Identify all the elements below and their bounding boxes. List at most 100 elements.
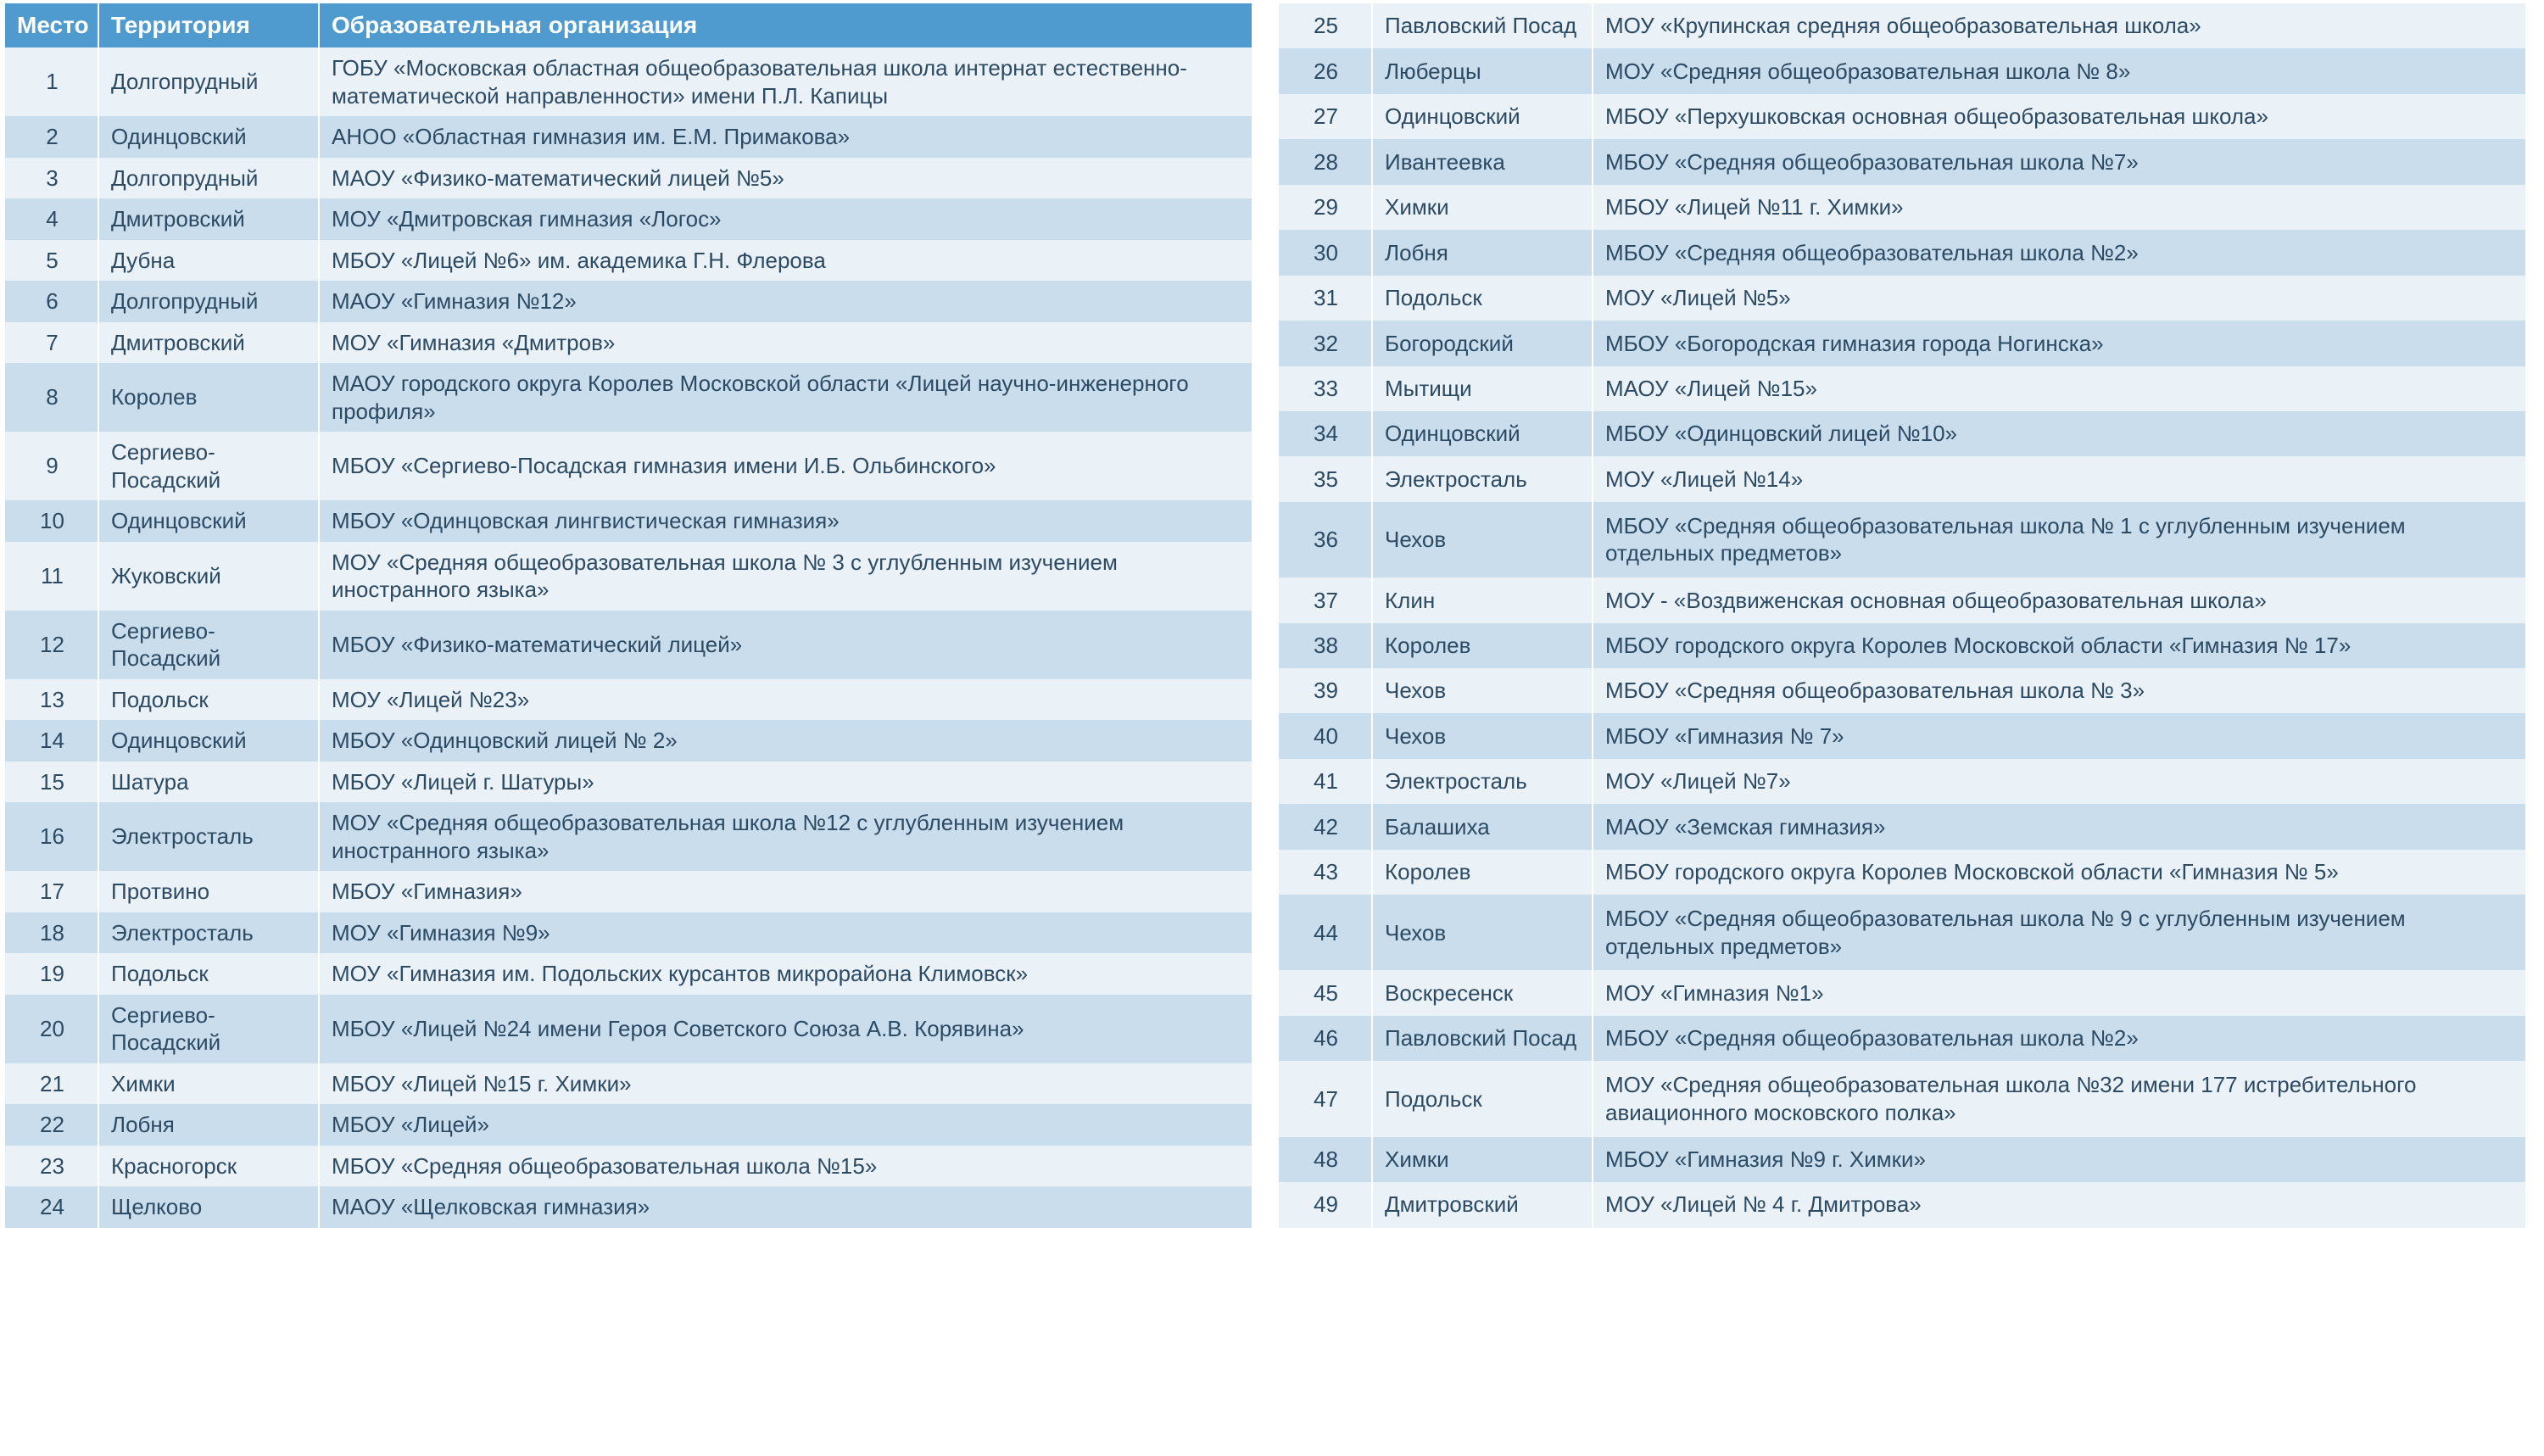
table-row: 43КоролевМБОУ городского округа Королев … <box>1279 850 2525 895</box>
table-row: 23КрасногорскМБОУ «Средняя общеобразоват… <box>5 1146 1252 1187</box>
cell-organization: МОУ «Крупинская средняя общеобразователь… <box>1593 3 2525 48</box>
ranking-table-right: 25Павловский ПосадМОУ «Крупинская средня… <box>1279 3 2525 1228</box>
cell-place: 47 <box>1279 1061 1372 1136</box>
cell-territory: Одинцовский <box>1372 411 1593 456</box>
table-row: 41ЭлектростальМОУ «Лицей №7» <box>1279 759 2525 804</box>
cell-organization: МБОУ «Физико-математический лицей» <box>319 611 1252 679</box>
cell-territory: Лобня <box>1372 230 1593 275</box>
cell-organization: МБОУ «Средняя общеобразовательная школа … <box>1593 502 2525 577</box>
cell-territory: Одинцовский <box>98 500 319 542</box>
cell-territory: Сергиево-Посадский <box>98 432 319 500</box>
table-row: 2ОдинцовскийАНОО «Областная гимназия им.… <box>5 116 1252 158</box>
cell-place: 42 <box>1279 804 1372 849</box>
table-row: 33МытищиМАОУ «Лицей №15» <box>1279 366 2525 411</box>
cell-place: 43 <box>1279 850 1372 895</box>
table-row: 44ЧеховМБОУ «Средняя общеобразовательная… <box>1279 895 2525 970</box>
table-row: 11ЖуковскийМОУ «Средняя общеобразователь… <box>5 542 1252 611</box>
table-row: 4ДмитровскийМОУ «Дмитровская гимназия «Л… <box>5 198 1252 240</box>
cell-organization: МОУ «Средняя общеобразовательная школа №… <box>319 542 1252 611</box>
cell-territory: Шатура <box>98 761 319 803</box>
cell-territory: Химки <box>1372 1137 1593 1182</box>
table-row: 9Сергиево-ПосадскийМБОУ «Сергиево-Посадс… <box>5 432 1252 500</box>
cell-organization: МБОУ «Лицей №24 имени Героя Советского С… <box>319 995 1252 1063</box>
cell-place: 24 <box>5 1186 98 1228</box>
cell-territory: Клин <box>1372 577 1593 622</box>
table-row: 5ДубнаМБОУ «Лицей №6» им. академика Г.Н.… <box>5 240 1252 282</box>
table-row: 38КоролевМБОУ городского округа Королев … <box>1279 623 2525 668</box>
cell-territory: Балашиха <box>1372 804 1593 849</box>
cell-territory: Чехов <box>1372 502 1593 577</box>
cell-place: 20 <box>5 995 98 1063</box>
table-row: 6ДолгопрудныйМАОУ «Гимназия №12» <box>5 281 1252 322</box>
table-row: 7ДмитровскийМОУ «Гимназия «Дмитров» <box>5 322 1252 364</box>
cell-place: 8 <box>5 363 98 432</box>
table-row: 35ЭлектростальМОУ «Лицей №14» <box>1279 456 2525 501</box>
cell-organization: МОУ «Лицей №23» <box>319 679 1252 721</box>
cell-place: 18 <box>5 912 98 954</box>
cell-place: 16 <box>5 802 98 871</box>
cell-organization: МБОУ «Сергиево-Посадская гимназия имени … <box>319 432 1252 500</box>
cell-organization: МАОУ «Физико-математический лицей №5» <box>319 158 1252 199</box>
cell-territory: Воскресенск <box>1372 970 1593 1015</box>
cell-organization: МБОУ городского округа Королев Московско… <box>1593 623 2525 668</box>
cell-place: 32 <box>1279 321 1372 365</box>
cell-organization: МБОУ «Гимназия №9 г. Химки» <box>1593 1137 2525 1182</box>
table-row: 42БалашихаМАОУ «Земская гимназия» <box>1279 804 2525 849</box>
cell-territory: Электросталь <box>98 802 319 871</box>
cell-territory: Подольск <box>1372 276 1593 321</box>
table-row: 8КоролевМАОУ городского округа Королев М… <box>5 363 1252 432</box>
cell-territory: Чехов <box>1372 713 1593 758</box>
cell-place: 33 <box>1279 366 1372 411</box>
cell-place: 48 <box>1279 1137 1372 1182</box>
cell-territory: Одинцовский <box>1372 94 1593 139</box>
cell-place: 36 <box>1279 502 1372 577</box>
table-row: 47ПодольскМОУ «Средняя общеобразовательн… <box>1279 1061 2525 1136</box>
cell-territory: Одинцовский <box>98 116 319 158</box>
table-header: Место Территория Образовательная организ… <box>5 3 1252 47</box>
cell-place: 29 <box>1279 185 1372 230</box>
table-row: 26ЛюберцыМОУ «Средняя общеобразовательна… <box>1279 48 2525 93</box>
cell-place: 27 <box>1279 94 1372 139</box>
table-row: 30ЛобняМБОУ «Средняя общеобразовательная… <box>1279 230 2525 275</box>
cell-organization: МБОУ «Средняя общеобразовательная школа … <box>1593 230 2525 275</box>
cell-place: 40 <box>1279 713 1372 758</box>
cell-territory: Одинцовский <box>98 720 319 761</box>
cell-place: 2 <box>5 116 98 158</box>
cell-place: 45 <box>1279 970 1372 1015</box>
cell-organization: МАОУ «Гимназия №12» <box>319 281 1252 322</box>
table-body-right: 25Павловский ПосадМОУ «Крупинская средня… <box>1279 3 2525 1228</box>
cell-territory: Дубна <box>98 240 319 282</box>
header-territory: Территория <box>98 3 319 47</box>
cell-territory: Чехов <box>1372 895 1593 970</box>
cell-organization: МБОУ «Средняя общеобразовательная школа … <box>319 1146 1252 1187</box>
cell-place: 4 <box>5 198 98 240</box>
cell-place: 11 <box>5 542 98 611</box>
cell-organization: МБОУ «Лицей №11 г. Химки» <box>1593 185 2525 230</box>
cell-place: 6 <box>5 281 98 322</box>
cell-place: 28 <box>1279 139 1372 184</box>
table-row: 28ИвантеевкаМБОУ «Средняя общеобразовате… <box>1279 139 2525 184</box>
cell-territory: Дмитровский <box>98 322 319 364</box>
cell-organization: МБОУ «Гимназия № 7» <box>1593 713 2525 758</box>
cell-organization: МАОУ «Земская гимназия» <box>1593 804 2525 849</box>
cell-organization: МОУ «Лицей №7» <box>1593 759 2525 804</box>
cell-place: 34 <box>1279 411 1372 456</box>
header-place: Место <box>5 3 98 47</box>
cell-territory: Павловский Посад <box>1372 1016 1593 1061</box>
cell-territory: Долгопрудный <box>98 281 319 322</box>
table-row: 36ЧеховМБОУ «Средняя общеобразовательная… <box>1279 502 2525 577</box>
table-row: 32БогородскийМБОУ «Богородская гимназия … <box>1279 321 2525 365</box>
cell-place: 3 <box>5 158 98 199</box>
table-row: 39ЧеховМБОУ «Средняя общеобразовательная… <box>1279 668 2525 713</box>
cell-territory: Протвино <box>98 871 319 912</box>
table-row: 17ПротвиноМБОУ «Гимназия» <box>5 871 1252 912</box>
cell-organization: МОУ «Гимназия им. Подольских курсантов м… <box>319 953 1252 995</box>
cell-place: 21 <box>5 1063 98 1105</box>
cell-territory: Сергиево-Посадский <box>98 611 319 679</box>
cell-organization: МОУ «Гимназия «Дмитров» <box>319 322 1252 364</box>
cell-territory: Долгопрудный <box>98 158 319 199</box>
cell-territory: Подольск <box>98 953 319 995</box>
cell-territory: Подольск <box>1372 1061 1593 1136</box>
cell-organization: МОУ «Лицей № 4 г. Дмитрова» <box>1593 1182 2525 1228</box>
cell-territory: Красногорск <box>98 1146 319 1187</box>
